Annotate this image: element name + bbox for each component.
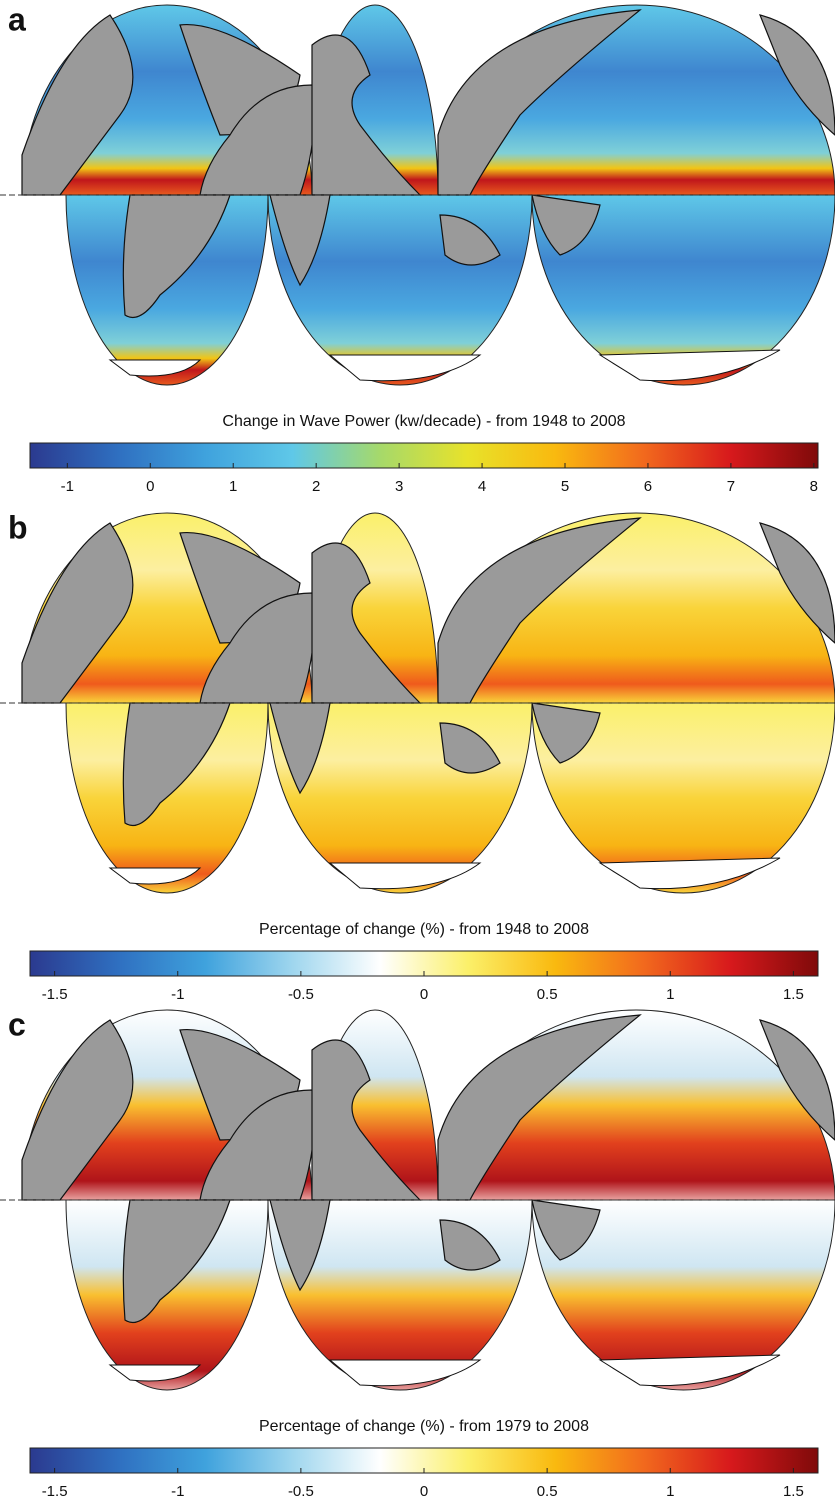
ice <box>108 1364 202 1382</box>
panel-label: c <box>8 1006 26 1042</box>
land <box>311 542 422 704</box>
colorbar-tick-label: 1.5 <box>783 986 804 1003</box>
land <box>122 194 231 319</box>
ice <box>328 1359 482 1387</box>
map-lobe <box>531 702 835 894</box>
colorbar-tick-label: 0 <box>420 1483 428 1498</box>
colorbar-tick-label: 8 <box>810 478 818 495</box>
map-lobe <box>65 194 269 386</box>
panel: c Percentage of change (%) - from 1979 to… <box>0 1006 835 1498</box>
colorbar-tick-label: 1 <box>666 986 674 1003</box>
map-lobe <box>65 702 269 894</box>
land <box>21 14 134 196</box>
land <box>21 522 134 704</box>
land <box>122 702 231 827</box>
colorbar-tick-label: 3 <box>395 478 403 495</box>
land <box>531 702 601 764</box>
panel-label: a <box>8 1 26 37</box>
colorbar-title: Change in Wave Power (kw/decade) - from … <box>222 413 625 430</box>
colorbar-tick-label: 2 <box>312 478 320 495</box>
ice <box>108 359 202 377</box>
map-lobe <box>531 1199 835 1391</box>
land <box>439 1219 501 1271</box>
colorbar-tick-label: 1 <box>229 478 237 495</box>
colorbar-tick-label: 0.5 <box>537 986 558 1003</box>
ice <box>598 349 781 382</box>
land <box>437 1014 642 1201</box>
colorbar-title: Percentage of change (%) - from 1979 to … <box>259 1418 589 1435</box>
ice <box>328 354 482 382</box>
panel: b Percentage of change (%) - from 1948 to… <box>0 509 835 1003</box>
colorbar <box>29 442 819 469</box>
colorbar-tick-label: 1 <box>666 1483 674 1498</box>
ice <box>108 867 202 885</box>
map-lobe <box>65 1199 269 1391</box>
colorbar-tick-label: 0.5 <box>537 1483 558 1498</box>
land <box>439 722 501 774</box>
land <box>21 1019 134 1201</box>
land <box>269 702 331 795</box>
land <box>439 214 501 266</box>
colorbar-tick-label: 4 <box>478 478 486 495</box>
colorbar-tick-label: 7 <box>727 478 735 495</box>
land <box>437 517 642 704</box>
land <box>122 1199 231 1324</box>
ice <box>328 862 482 890</box>
land <box>531 194 601 256</box>
land <box>311 1039 422 1201</box>
land <box>311 34 422 196</box>
ice <box>598 1354 781 1387</box>
colorbar-tick-label: -0.5 <box>288 986 314 1003</box>
colorbar-tick-label: 0 <box>146 478 154 495</box>
panel: a Change in Wave Power (kw/decade) - from… <box>0 1 835 495</box>
colorbar-tick-label: 6 <box>644 478 652 495</box>
colorbar-tick-label: 5 <box>561 478 569 495</box>
land <box>269 1199 331 1292</box>
colorbar-title: Percentage of change (%) - from 1948 to … <box>259 921 589 938</box>
land <box>199 84 315 196</box>
map-lobe <box>531 194 835 386</box>
colorbar-tick-label: 0 <box>420 986 428 1003</box>
colorbar-tick-label: -1 <box>171 986 184 1003</box>
panel-label: b <box>8 509 28 545</box>
ice <box>598 857 781 890</box>
colorbar-tick-label: -1.5 <box>42 1483 68 1498</box>
land <box>199 592 315 704</box>
colorbar-tick-label: -1 <box>171 1483 184 1498</box>
land <box>269 194 331 287</box>
land <box>437 9 642 196</box>
land <box>531 1199 601 1261</box>
colorbar-tick-label: 1.5 <box>783 1483 804 1498</box>
colorbar-tick-label: -1.5 <box>42 986 68 1003</box>
colorbar-tick-label: -1 <box>61 478 74 495</box>
colorbar-tick-label: -0.5 <box>288 1483 314 1498</box>
land <box>199 1089 315 1201</box>
